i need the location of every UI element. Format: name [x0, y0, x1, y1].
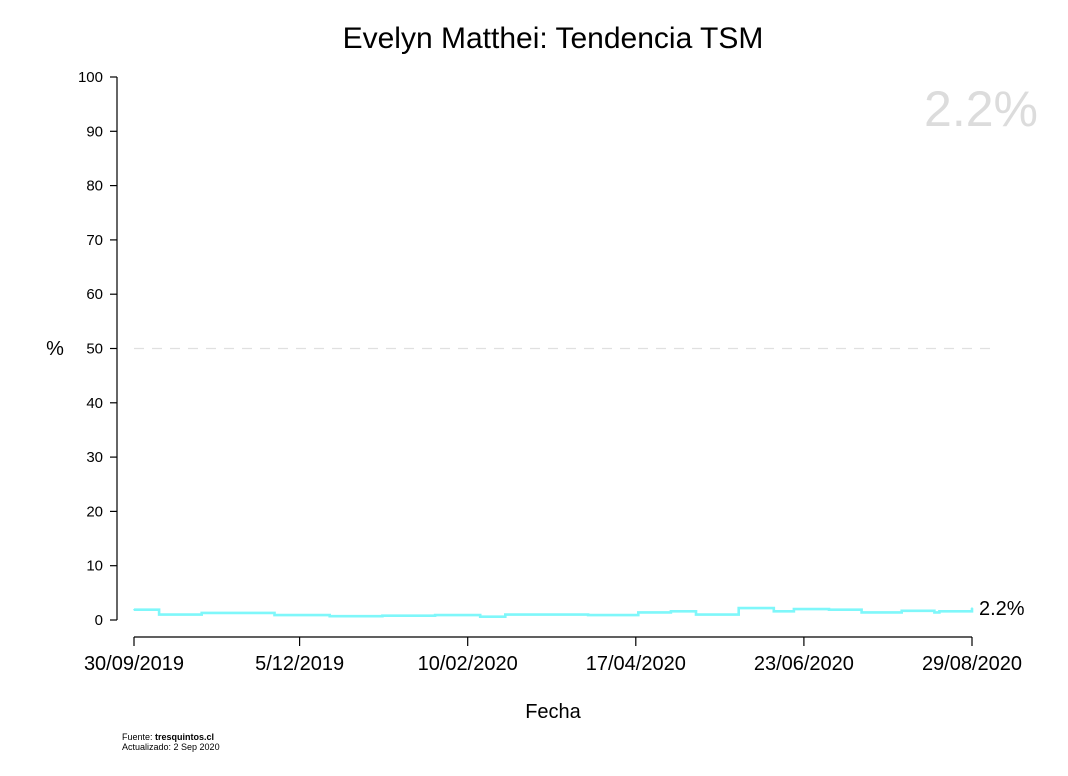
updated-line: Actualizado: 2 Sep 2020: [122, 742, 220, 752]
y-tick-label-0: 0: [95, 612, 103, 629]
series-point-10: [587, 614, 589, 616]
x-tick-label-4: 23/06/2020: [754, 653, 854, 675]
series-point-19: [900, 609, 903, 612]
series-point-16: [793, 608, 795, 610]
series-point-1: [158, 613, 160, 616]
series-point-7: [479, 615, 482, 618]
chart-title: Evelyn Matthei: Tendencia TSM: [343, 22, 764, 55]
y-tick-label-40: 40: [86, 395, 103, 412]
y-tick-label-70: 70: [86, 232, 103, 249]
source-line: Fuente: tresquintos.cl: [122, 732, 220, 742]
series-point-21: [938, 610, 941, 613]
series-point-20: [933, 611, 936, 614]
headline-value: 2.2%: [924, 81, 1038, 137]
y-axis-label: %: [46, 338, 64, 360]
y-tick-label-100: 100: [78, 69, 103, 86]
series-point-14: [737, 607, 740, 609]
series-point-3: [273, 614, 276, 616]
y-axis: 0 10 20 30 40 50 60 70 80 90 100: [78, 69, 118, 629]
source-prefix: Fuente:: [122, 732, 156, 742]
source-note: Fuente: tresquintos.cl Actualizado: 2 Se…: [122, 732, 220, 752]
end-value-label: 2.2%: [979, 598, 1025, 620]
series-line-0: [134, 606, 974, 618]
series-point-13: [695, 613, 697, 616]
series-point-0: [133, 608, 135, 611]
y-tick-label-80: 80: [86, 178, 103, 195]
y-tick-label-60: 60: [86, 286, 103, 303]
x-axis-label: Fecha: [525, 701, 581, 723]
series-point-15: [772, 610, 775, 613]
series-point-12: [670, 610, 672, 613]
series-point-11: [637, 611, 640, 614]
series-point-2: [200, 612, 203, 614]
series-point-17: [828, 608, 830, 611]
y-tick-label-10: 10: [86, 558, 103, 575]
x-tick-label-2: 10/02/2020: [418, 653, 518, 675]
series-layer: [133, 606, 974, 618]
series-point-4: [328, 615, 331, 617]
series-point-22: [971, 607, 973, 609]
y-tick-label-50: 50: [86, 341, 103, 358]
x-tick-label-1: 5/12/2019: [255, 653, 344, 675]
series-point-8: [504, 613, 507, 616]
series-point-9: [539, 613, 542, 616]
series-point-6: [434, 614, 436, 616]
series-point-18: [860, 611, 863, 614]
x-tick-label-3: 17/04/2020: [586, 653, 686, 675]
y-tick-label-90: 90: [86, 123, 103, 140]
x-tick-label-0: 30/09/2019: [84, 653, 184, 675]
source-name: tresquintos.cl: [155, 732, 215, 742]
x-tick-label-5: 29/08/2020: [922, 653, 1022, 675]
series-point-5: [381, 614, 384, 617]
y-tick-label-20: 20: [86, 503, 103, 520]
x-axis: 30/09/2019 5/12/2019 10/02/2020 17/04/2020 2…: [84, 636, 1022, 675]
y-tick-label-30: 30: [86, 449, 103, 466]
